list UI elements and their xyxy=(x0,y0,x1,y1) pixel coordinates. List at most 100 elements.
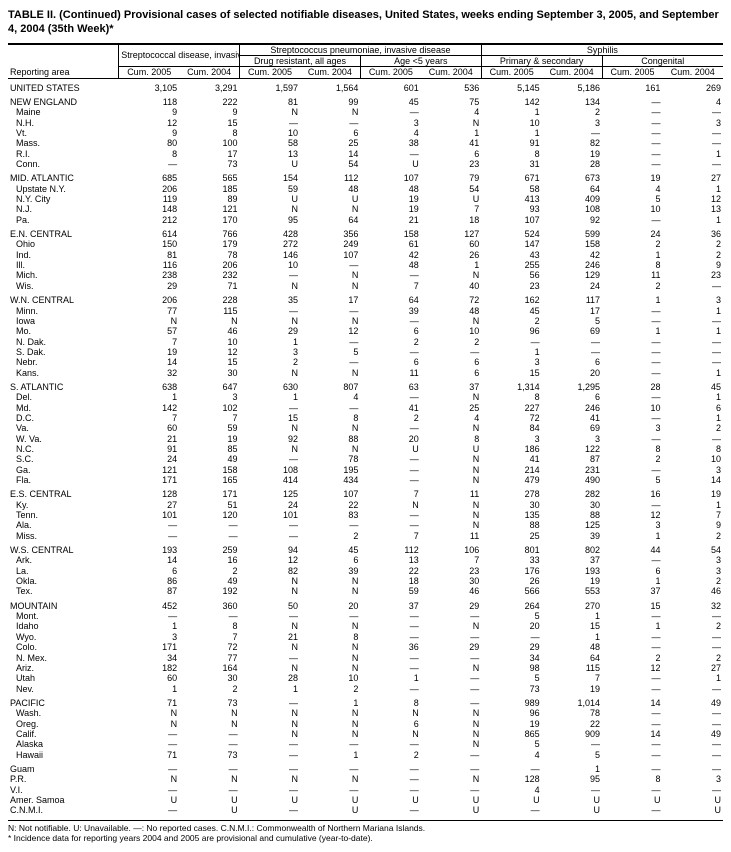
area-cell: Mich. xyxy=(8,270,119,280)
value-cell: 409 xyxy=(542,194,602,204)
value-cell: 42 xyxy=(542,250,602,260)
value-cell: — xyxy=(602,708,662,718)
value-cell: — xyxy=(179,729,239,739)
value-cell: — xyxy=(662,684,723,694)
value-cell: 8 xyxy=(119,149,179,159)
table-row: D.C.77158247241—1 xyxy=(8,413,723,423)
value-cell: 909 xyxy=(542,729,602,739)
value-cell: — xyxy=(360,423,420,433)
value-cell: N xyxy=(240,621,300,631)
value-cell: 865 xyxy=(481,729,541,739)
col-drug-resistant: Drug resistant, all ages xyxy=(240,55,361,66)
value-cell: 1 xyxy=(119,392,179,402)
value-cell: 6 xyxy=(360,719,420,729)
value-cell: 161 xyxy=(602,78,662,93)
table-row: Oreg.NNNN6N1922—— xyxy=(8,719,723,729)
col-cum2005-1: Cum. 2005 xyxy=(119,67,179,78)
table-row: Wyo.37218———1—— xyxy=(8,632,723,642)
value-cell: 129 xyxy=(542,270,602,280)
value-cell: N xyxy=(421,739,481,749)
value-cell: 176 xyxy=(481,566,541,576)
value-cell: — xyxy=(602,750,662,760)
value-cell: — xyxy=(602,434,662,444)
value-cell: 59 xyxy=(360,586,420,596)
value-cell: N xyxy=(300,444,360,454)
table-row: Ill.11620610—48125524689 xyxy=(8,260,723,270)
table-row: V.I.——————4——— xyxy=(8,785,723,795)
value-cell: 3 xyxy=(542,118,602,128)
value-cell: — xyxy=(360,805,420,815)
value-cell: N xyxy=(240,368,300,378)
value-cell: 13 xyxy=(360,555,420,565)
value-cell: 5 xyxy=(542,750,602,760)
value-cell: 147 xyxy=(481,239,541,249)
value-cell: 89 xyxy=(179,194,239,204)
value-cell: — xyxy=(300,739,360,749)
area-cell: Ohio xyxy=(8,239,119,249)
area-cell: S.C. xyxy=(8,454,119,464)
value-cell: — xyxy=(360,107,420,117)
value-cell: 49 xyxy=(179,576,239,586)
value-cell: 165 xyxy=(179,475,239,485)
area-cell: Calif. xyxy=(8,729,119,739)
value-cell: 81 xyxy=(240,93,300,107)
value-cell: — xyxy=(662,281,723,291)
value-cell: 96 xyxy=(481,708,541,718)
value-cell: U xyxy=(481,795,541,805)
table-row: NEW ENGLAND11822281994575142134—4 xyxy=(8,93,723,107)
value-cell: 1 xyxy=(662,392,723,402)
value-cell: 7 xyxy=(119,337,179,347)
value-cell: — xyxy=(240,306,300,316)
table-row: Tex.87192NN59465665533746 xyxy=(8,586,723,596)
value-cell: 29 xyxy=(421,597,481,611)
value-cell: 112 xyxy=(300,169,360,183)
value-cell: 14 xyxy=(662,475,723,485)
table-row: Tenn.10112010183—N13588127 xyxy=(8,510,723,520)
value-cell: 4 xyxy=(300,392,360,402)
value-cell: — xyxy=(240,653,300,663)
value-cell: 2 xyxy=(360,750,420,760)
value-cell: U xyxy=(179,795,239,805)
value-cell: 30 xyxy=(542,500,602,510)
value-cell: 18 xyxy=(421,215,481,225)
value-cell: 1 xyxy=(421,128,481,138)
value-cell: 56 xyxy=(481,270,541,280)
value-cell: N xyxy=(421,465,481,475)
value-cell: 102 xyxy=(179,403,239,413)
value-cell: 12 xyxy=(179,347,239,357)
value-cell: 989 xyxy=(481,694,541,708)
value-cell: — xyxy=(360,785,420,795)
area-cell: Amer. Samoa xyxy=(8,795,119,805)
value-cell: 7 xyxy=(662,510,723,520)
value-cell: — xyxy=(602,673,662,683)
value-cell: 14 xyxy=(602,729,662,739)
table-row: Guam———————1—— xyxy=(8,760,723,774)
col-cum2004-4: Cum. 2004 xyxy=(542,67,602,78)
value-cell: N xyxy=(300,423,360,433)
value-cell: 360 xyxy=(179,597,239,611)
value-cell: 6 xyxy=(542,357,602,367)
value-cell: N xyxy=(300,719,360,729)
value-cell: 72 xyxy=(179,642,239,652)
table-row: P.R.NNNN—N1289583 xyxy=(8,774,723,784)
value-cell: 57 xyxy=(119,326,179,336)
value-cell: N xyxy=(300,270,360,280)
value-cell: 4 xyxy=(360,128,420,138)
value-cell: — xyxy=(360,760,420,774)
value-cell: 212 xyxy=(119,215,179,225)
area-cell: Iowa xyxy=(8,316,119,326)
value-cell: 37 xyxy=(542,555,602,565)
value-cell: 802 xyxy=(542,541,602,555)
area-cell: MOUNTAIN xyxy=(8,597,119,611)
value-cell: U xyxy=(542,795,602,805)
value-cell: 2 xyxy=(662,576,723,586)
table-row: Mo.57462912610966911 xyxy=(8,326,723,336)
value-cell: 647 xyxy=(179,378,239,392)
footnote: N: Not notifiable. U: Unavailable. —: No… xyxy=(8,820,723,843)
value-cell: — xyxy=(300,260,360,270)
value-cell: 48 xyxy=(542,642,602,652)
value-cell: 61 xyxy=(360,239,420,249)
value-cell: 206 xyxy=(119,291,179,305)
value-cell: 3 xyxy=(662,774,723,784)
value-cell: 127 xyxy=(421,225,481,239)
